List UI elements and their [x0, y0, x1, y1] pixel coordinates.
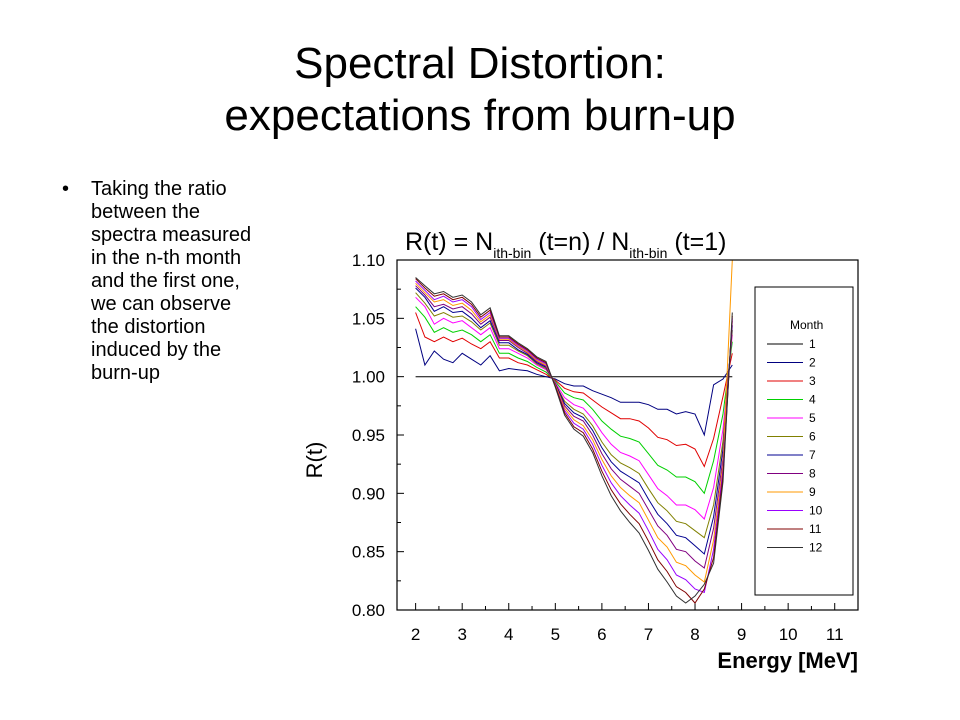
legend-entry: 5 [809, 411, 816, 425]
series-line-month-4 [415, 306, 733, 495]
x-tick-label: 10 [779, 625, 798, 644]
series-line-month-9 [415, 260, 733, 583]
x-tick-label: 5 [551, 625, 560, 644]
y-axis-label: R(t) [302, 442, 327, 479]
series-line-month-2 [415, 328, 733, 437]
legend-entry: 6 [809, 430, 816, 444]
x-tick-label: 6 [597, 625, 606, 644]
series-line-month-6 [415, 292, 733, 539]
x-tick-label: 3 [457, 625, 466, 644]
slide-title: Spectral Distortion: expectations from b… [0, 38, 960, 142]
y-tick-label: 1.00 [352, 368, 385, 387]
series-line-month-11 [415, 278, 733, 604]
legend-entry: 9 [809, 485, 816, 499]
legend-entry: 8 [809, 467, 816, 481]
series-line-month-10 [415, 280, 733, 594]
legend-entry: 7 [809, 448, 816, 462]
x-tick-label: 11 [826, 625, 844, 644]
y-tick-label: 0.85 [352, 543, 385, 562]
bullet-text: Taking the ratio between the spectra mea… [91, 178, 252, 384]
legend-entry: 3 [809, 374, 816, 388]
legend-entry: 4 [809, 393, 816, 407]
legend-entry: 1 [809, 337, 816, 351]
x-tick-label: 4 [504, 625, 513, 644]
series-line-month-8 [415, 285, 733, 569]
x-tick-label: 2 [411, 625, 420, 644]
series-line-month-12 [415, 277, 733, 604]
y-tick-label: 1.05 [352, 309, 385, 328]
x-tick-label: 9 [737, 625, 746, 644]
legend-entry: 11 [809, 522, 822, 536]
y-tick-label: 0.90 [352, 484, 385, 503]
legend-box [754, 286, 854, 596]
legend-entry: 12 [809, 541, 823, 555]
legend-title: Month [790, 318, 823, 332]
axis-ticks: 2 3 4 5 6 7 8 9 10 11 0.80 0.85 0.90 0.95 1.00 1.05 1.10 [352, 251, 844, 644]
series-line-month-5 [415, 296, 733, 520]
y-tick-label: 0.95 [352, 426, 385, 445]
x-tick-label: 8 [690, 625, 699, 644]
x-axis-label: Energy [MeV] [717, 648, 858, 673]
series-line-month-7 [415, 287, 733, 555]
plot-frame [396, 259, 859, 611]
y-tick-label: 1.10 [352, 251, 385, 270]
legend-entry: 2 [809, 356, 816, 370]
bullet-dot-icon: • [62, 178, 70, 200]
slide-title-line-2: expectations from burn-up [224, 91, 736, 140]
y-tick-label: 0.80 [352, 601, 385, 620]
chart-title: R(t) = Nith-bin (t=n) / Nith-bin (t=1) [405, 228, 726, 261]
slide-title-line-1: Spectral Distortion: [294, 39, 666, 88]
x-tick-label: 7 [644, 625, 653, 644]
series-lines [415, 260, 733, 604]
series-line-month-3 [415, 312, 733, 468]
axes [396, 259, 859, 611]
legend-entry: 10 [809, 504, 823, 518]
